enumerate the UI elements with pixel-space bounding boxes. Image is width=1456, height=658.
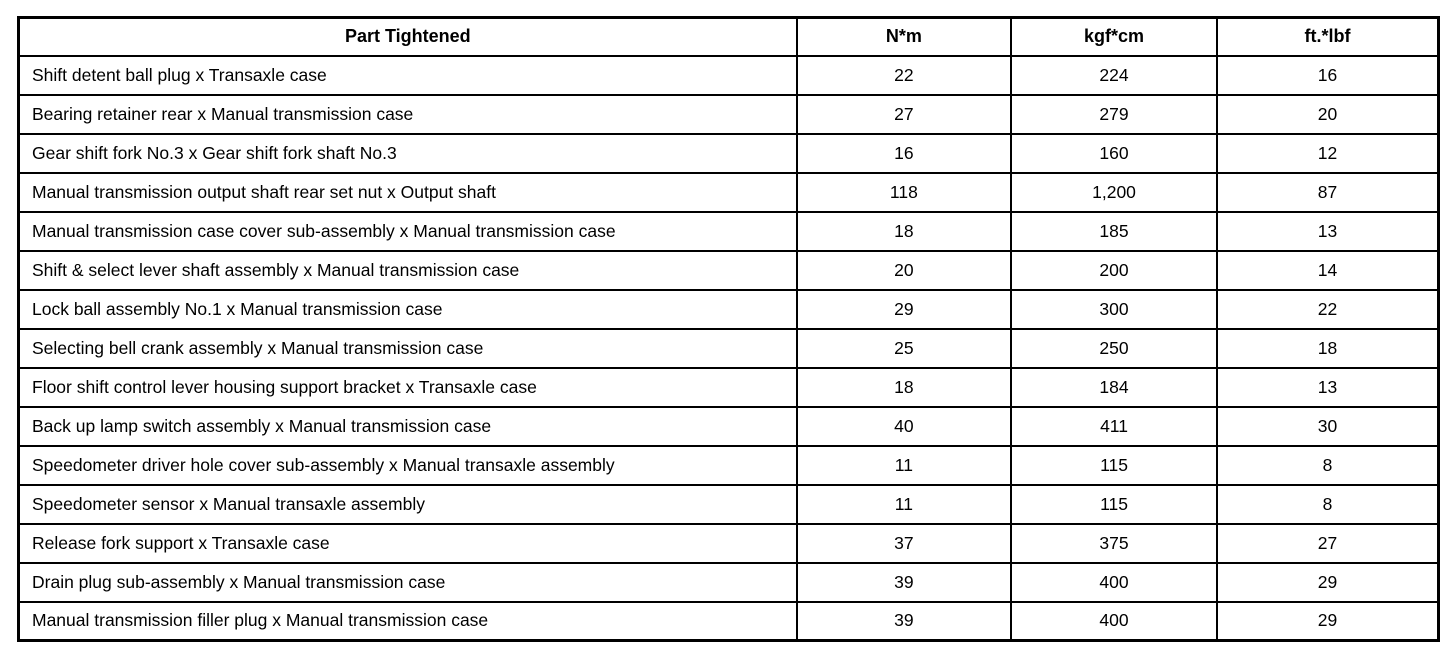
kgfcm-value-cell: 375 (1010, 522, 1218, 564)
ftlbf-value-cell: 8 (1215, 483, 1440, 525)
nm-value-cell: 37 (795, 522, 1013, 564)
column-header-kgfcm: kgf*cm (1010, 16, 1218, 57)
nm-value-cell: 18 (795, 210, 1013, 252)
column-header-part-tightened: Part Tightened (17, 16, 798, 57)
part-tightened-cell: Lock ball assembly No.1 x Manual transmi… (17, 288, 798, 330)
nm-value-cell: 39 (795, 561, 1013, 603)
kgfcm-value-cell: 400 (1010, 561, 1218, 603)
kgfcm-value-cell: 279 (1010, 93, 1218, 135)
part-tightened-cell: Manual transmission case cover sub-assem… (17, 210, 798, 252)
part-tightened-cell: Back up lamp switch assembly x Manual tr… (17, 405, 798, 447)
kgfcm-value-cell: 115 (1010, 444, 1218, 486)
nm-value-cell: 22 (795, 54, 1013, 96)
nm-value-cell: 27 (795, 93, 1013, 135)
ftlbf-value-cell: 22 (1215, 288, 1440, 330)
ftlbf-value-cell: 20 (1215, 93, 1440, 135)
part-tightened-cell: Manual transmission filler plug x Manual… (17, 600, 798, 642)
table-row: Manual transmission filler plug x Manual… (17, 600, 1440, 642)
header-row: Part Tightened N*m kgf*cm ft.*lbf (17, 16, 1440, 57)
table-row: Manual transmission output shaft rear se… (17, 171, 1440, 213)
nm-value-cell: 29 (795, 288, 1013, 330)
ftlbf-value-cell: 13 (1215, 210, 1440, 252)
ftlbf-value-cell: 29 (1215, 561, 1440, 603)
table-row: Shift & select lever shaft assembly x Ma… (17, 249, 1440, 291)
part-tightened-cell: Gear shift fork No.3 x Gear shift fork s… (17, 132, 798, 174)
nm-value-cell: 118 (795, 171, 1013, 213)
column-header-ftlbf: ft.*lbf (1215, 16, 1440, 57)
ftlbf-value-cell: 30 (1215, 405, 1440, 447)
nm-value-cell: 18 (795, 366, 1013, 408)
part-tightened-cell: Shift & select lever shaft assembly x Ma… (17, 249, 798, 291)
table-row: Drain plug sub-assembly x Manual transmi… (17, 561, 1440, 603)
part-tightened-cell: Drain plug sub-assembly x Manual transmi… (17, 561, 798, 603)
ftlbf-value-cell: 8 (1215, 444, 1440, 486)
table-row: Gear shift fork No.3 x Gear shift fork s… (17, 132, 1440, 174)
ftlbf-value-cell: 16 (1215, 54, 1440, 96)
kgfcm-value-cell: 185 (1010, 210, 1218, 252)
table-body: Shift detent ball plug x Transaxle case … (17, 54, 1440, 642)
nm-value-cell: 11 (795, 483, 1013, 525)
nm-value-cell: 39 (795, 600, 1013, 642)
nm-value-cell: 40 (795, 405, 1013, 447)
kgfcm-value-cell: 224 (1010, 54, 1218, 96)
table-row: Speedometer sensor x Manual transaxle as… (17, 483, 1440, 525)
nm-value-cell: 11 (795, 444, 1013, 486)
kgfcm-value-cell: 300 (1010, 288, 1218, 330)
table-row: Selecting bell crank assembly x Manual t… (17, 327, 1440, 369)
kgfcm-value-cell: 411 (1010, 405, 1218, 447)
table-row: Bearing retainer rear x Manual transmiss… (17, 93, 1440, 135)
part-tightened-cell: Shift detent ball plug x Transaxle case (17, 54, 798, 96)
part-tightened-cell: Release fork support x Transaxle case (17, 522, 798, 564)
ftlbf-value-cell: 18 (1215, 327, 1440, 369)
part-tightened-cell: Manual transmission output shaft rear se… (17, 171, 798, 213)
nm-value-cell: 25 (795, 327, 1013, 369)
kgfcm-value-cell: 400 (1010, 600, 1218, 642)
kgfcm-value-cell: 250 (1010, 327, 1218, 369)
kgfcm-value-cell: 1,200 (1010, 171, 1218, 213)
part-tightened-cell: Selecting bell crank assembly x Manual t… (17, 327, 798, 369)
kgfcm-value-cell: 184 (1010, 366, 1218, 408)
part-tightened-cell: Speedometer driver hole cover sub-assemb… (17, 444, 798, 486)
part-tightened-cell: Speedometer sensor x Manual transaxle as… (17, 483, 798, 525)
torque-spec-table: Part Tightened N*m kgf*cm ft.*lbf Shift … (17, 16, 1440, 642)
ftlbf-value-cell: 13 (1215, 366, 1440, 408)
nm-value-cell: 20 (795, 249, 1013, 291)
table-row: Shift detent ball plug x Transaxle case … (17, 54, 1440, 96)
ftlbf-value-cell: 12 (1215, 132, 1440, 174)
table-header: Part Tightened N*m kgf*cm ft.*lbf (17, 16, 1440, 57)
kgfcm-value-cell: 160 (1010, 132, 1218, 174)
part-tightened-cell: Bearing retainer rear x Manual transmiss… (17, 93, 798, 135)
table-row: Floor shift control lever housing suppor… (17, 366, 1440, 408)
ftlbf-value-cell: 87 (1215, 171, 1440, 213)
table-row: Back up lamp switch assembly x Manual tr… (17, 405, 1440, 447)
torque-spec-page: Part Tightened N*m kgf*cm ft.*lbf Shift … (17, 16, 1440, 642)
ftlbf-value-cell: 14 (1215, 249, 1440, 291)
table-row: Speedometer driver hole cover sub-assemb… (17, 444, 1440, 486)
table-row: Lock ball assembly No.1 x Manual transmi… (17, 288, 1440, 330)
table-row: Release fork support x Transaxle case 37… (17, 522, 1440, 564)
ftlbf-value-cell: 27 (1215, 522, 1440, 564)
column-header-nm: N*m (795, 16, 1013, 57)
ftlbf-value-cell: 29 (1215, 600, 1440, 642)
nm-value-cell: 16 (795, 132, 1013, 174)
part-tightened-cell: Floor shift control lever housing suppor… (17, 366, 798, 408)
kgfcm-value-cell: 115 (1010, 483, 1218, 525)
kgfcm-value-cell: 200 (1010, 249, 1218, 291)
table-row: Manual transmission case cover sub-assem… (17, 210, 1440, 252)
